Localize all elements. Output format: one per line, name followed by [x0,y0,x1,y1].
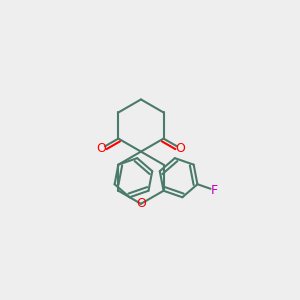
Text: O: O [97,142,106,155]
Text: O: O [136,197,146,210]
Text: F: F [211,184,218,196]
Text: O: O [176,142,185,155]
